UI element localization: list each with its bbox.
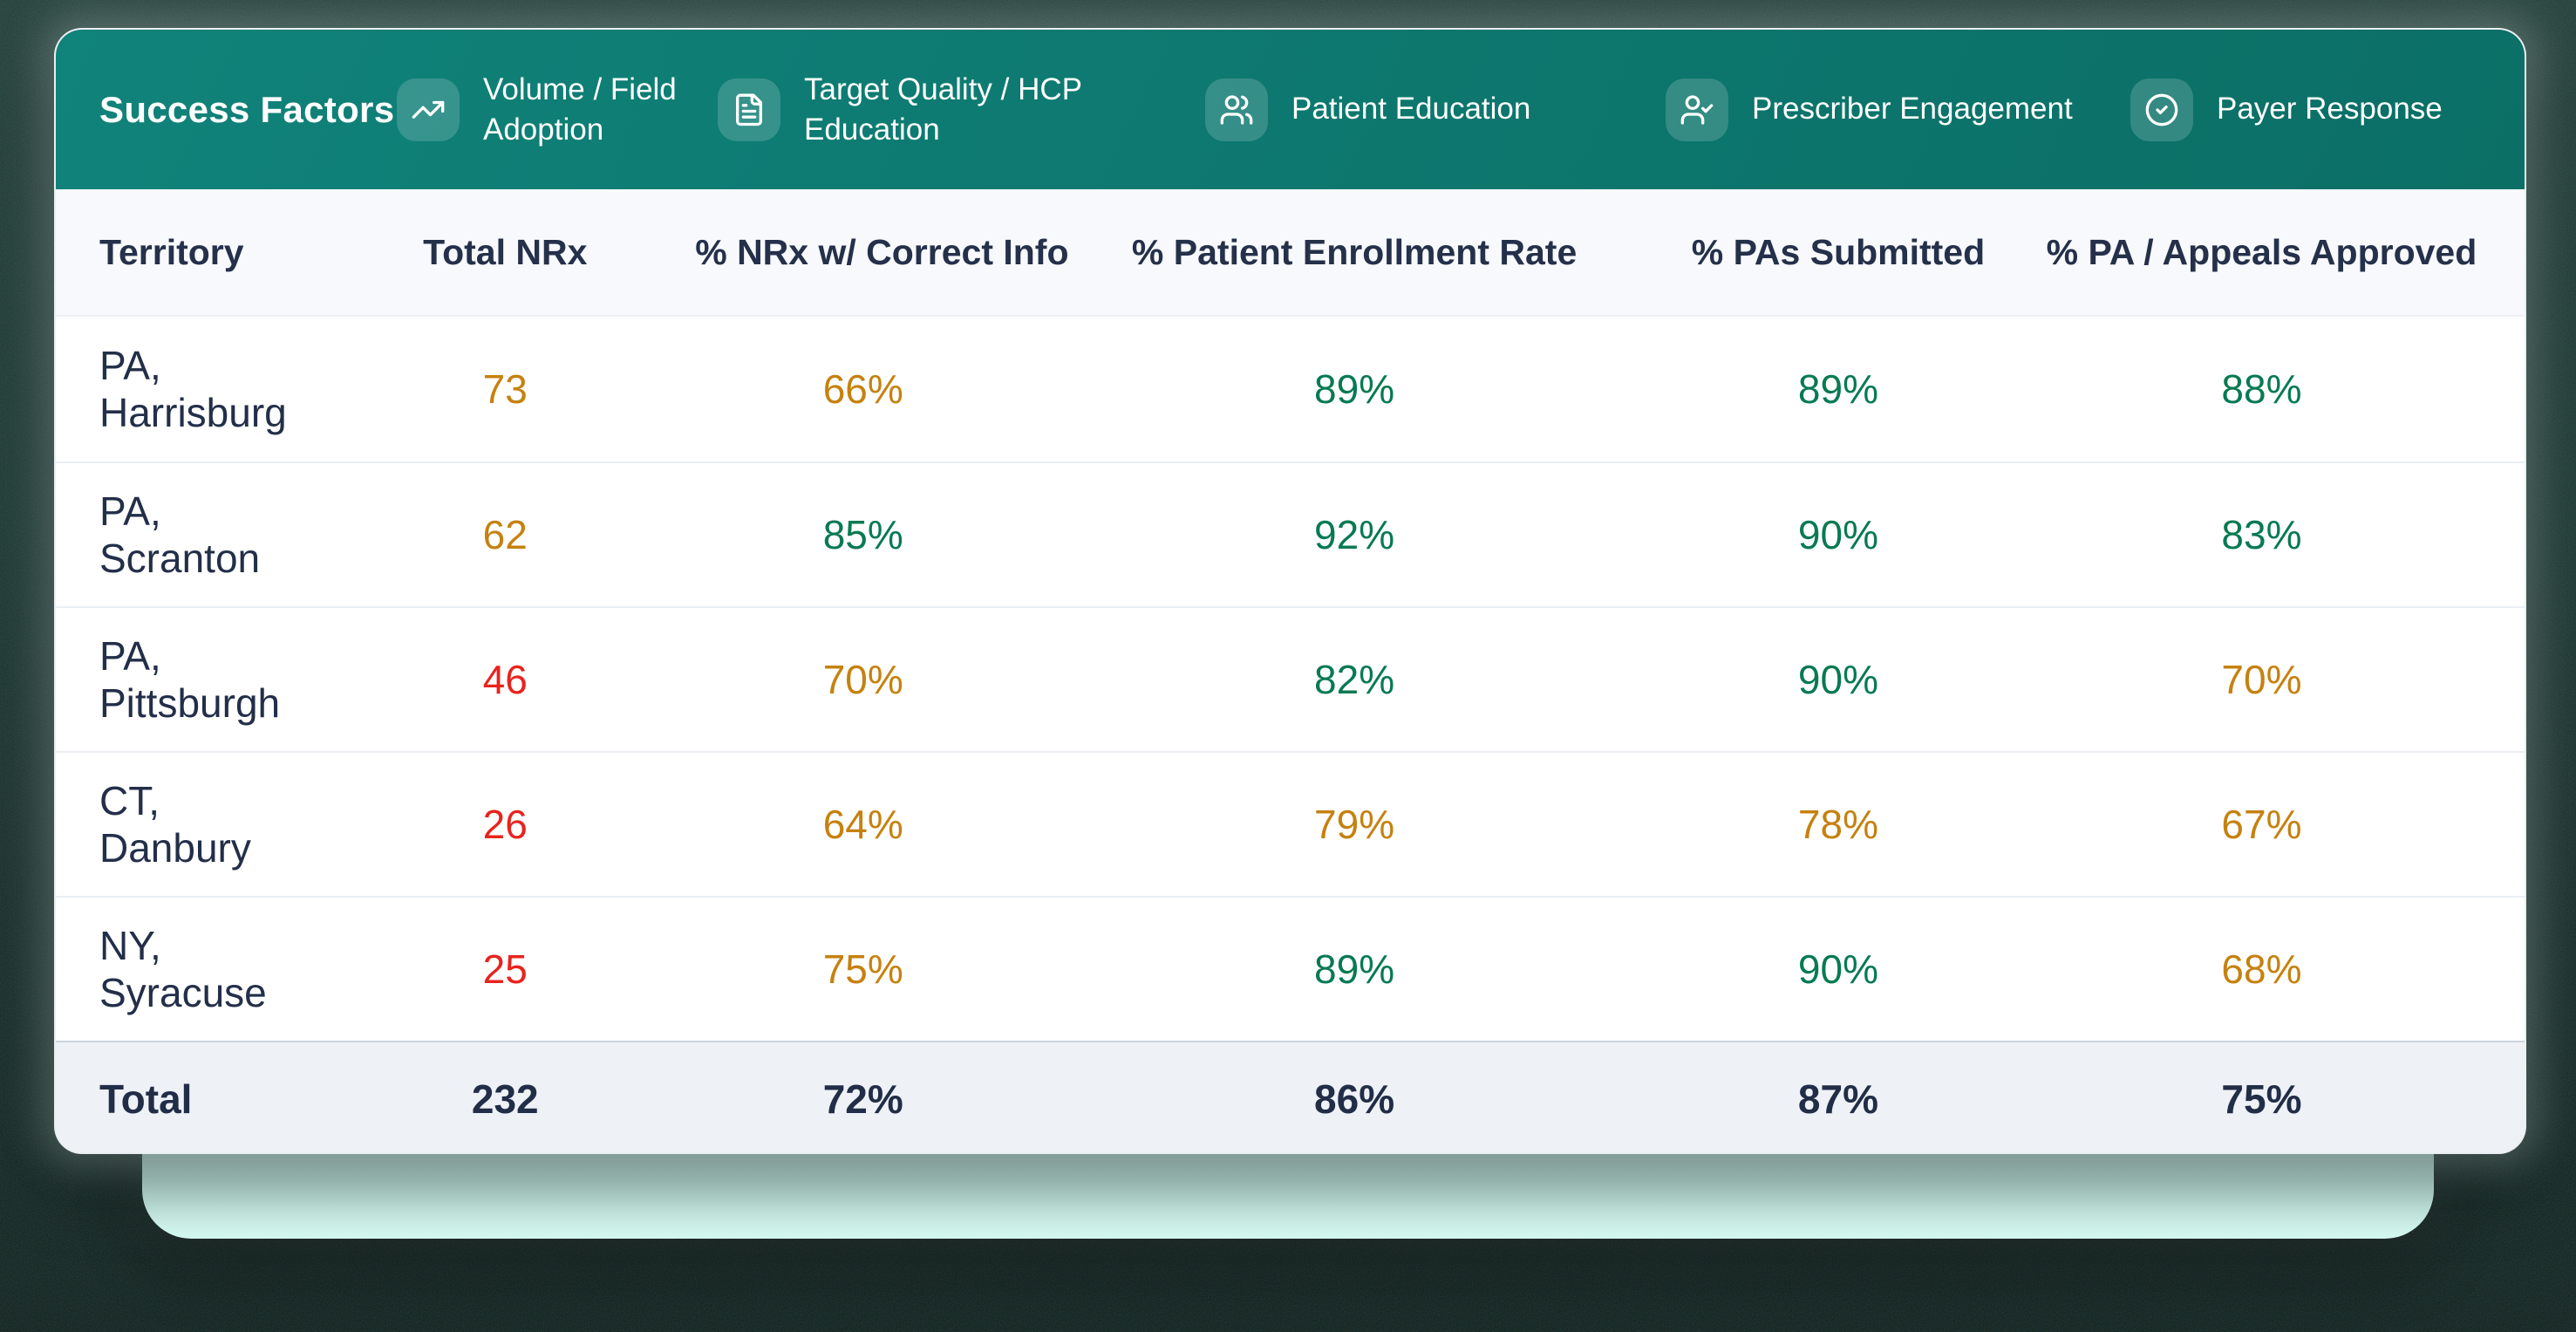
column-header-pa-appeals-approved: % PA / Appeals Approved: [2046, 231, 2477, 272]
metric-cell: 90%: [1797, 657, 1878, 702]
trending-up-icon: [397, 78, 460, 141]
metric-cell: 92%: [1314, 512, 1395, 557]
territory-cell: NY, Syracuse: [99, 923, 267, 1015]
metric-cell: 78%: [1797, 802, 1878, 847]
metric-cell: 90%: [1797, 946, 1878, 992]
factor-label: Patient Education: [1291, 92, 1531, 126]
metric-cell: 67%: [2221, 802, 2302, 847]
metric-cell: 73: [482, 366, 528, 412]
factor-label: Target Quality / HCP Education: [804, 72, 1082, 147]
factor-chip-prescriber-engagement[interactable]: Prescriber Engagement: [1666, 78, 2073, 141]
territory-cell: PA, Harrisburg: [99, 343, 287, 435]
metric-cell: 89%: [1797, 366, 1878, 412]
metric-cell: 68%: [2221, 946, 2302, 992]
factor-chip-volume-field-adoption[interactable]: Volume / Field Adoption: [397, 69, 719, 149]
metric-cell: 88%: [2221, 366, 2302, 412]
metric-cell: 85%: [822, 512, 903, 557]
territory-cell: CT, Danbury: [99, 778, 251, 871]
table-row: PA, Pittsburgh 46 70% 82% 90% 70%: [56, 606, 2525, 751]
table-row: NY, Syracuse 25 75% 89% 90% 68%: [56, 896, 2525, 1041]
metric-cell: 75%: [822, 946, 903, 992]
metric-cell: 26: [482, 802, 528, 847]
factor-chip-target-quality-hcp-education[interactable]: Target Quality / HCP Education: [718, 69, 1135, 149]
total-metric-cell: 232: [471, 1076, 539, 1122]
user-check-icon: [1666, 78, 1728, 141]
total-metric-cell: 75%: [2221, 1076, 2302, 1122]
table-row: PA, Harrisburg 73 66% 89% 89% 88%: [56, 317, 2525, 461]
page-title: Success Factors: [99, 88, 395, 130]
metric-cell: 79%: [1314, 802, 1395, 847]
column-header-pas-submitted: % PAs Submitted: [1691, 231, 1986, 272]
metric-cell: 62: [482, 512, 528, 557]
territory-cell: PA, Pittsburgh: [99, 633, 281, 726]
users-icon: [1205, 78, 1268, 141]
total-label-cell: Total: [99, 1076, 193, 1122]
metric-cell: 83%: [2221, 512, 2302, 557]
factor-chip-payer-response[interactable]: Payer Response: [2130, 78, 2443, 141]
table-row: PA, Scranton 62 85% 92% 90% 83%: [56, 461, 2525, 606]
metric-cell: 70%: [2221, 657, 2302, 702]
metric-cell: 89%: [1314, 946, 1395, 992]
total-metric-cell: 86%: [1314, 1076, 1395, 1122]
total-metric-cell: 87%: [1797, 1076, 1878, 1122]
territory-cell: PA, Scranton: [99, 488, 261, 581]
column-header-territory: Territory: [99, 231, 244, 272]
metric-cell: 82%: [1314, 657, 1395, 702]
factor-label: Volume / Field Adoption: [483, 72, 677, 147]
metric-cell: 25: [482, 946, 528, 992]
column-header-total-nrx: Total NRx: [423, 231, 588, 272]
metric-cell: 89%: [1314, 366, 1395, 412]
table-header-row: Territory Total NRx % NRx w/ Correct Inf…: [56, 189, 2525, 317]
file-text-icon: [718, 78, 780, 141]
total-metric-cell: 72%: [822, 1076, 903, 1122]
card-header: Success Factors Volume / Field Adoption …: [56, 30, 2525, 189]
factor-label: Payer Response: [2217, 92, 2443, 126]
column-header-patient-enrollment-rate: % Patient Enrollment Rate: [1131, 231, 1578, 272]
table-row: CT, Danbury 26 64% 79% 78% 67%: [56, 751, 2525, 896]
metric-cell: 90%: [1797, 512, 1878, 557]
success-factors-card: Success Factors Volume / Field Adoption …: [54, 28, 2526, 1154]
circle-check-icon: [2130, 78, 2193, 141]
table-body: PA, Harrisburg 73 66% 89% 89% 88% PA, Sc…: [56, 317, 2525, 1041]
metric-cell: 70%: [822, 657, 903, 702]
table-total-row: Total 232 72% 86% 87% 75%: [56, 1041, 2525, 1152]
column-header-nrx-correct-info: % NRx w/ Correct Info: [695, 231, 1069, 272]
factor-label: Prescriber Engagement: [1752, 92, 2073, 126]
factor-chip-patient-education[interactable]: Patient Education: [1205, 78, 1531, 141]
metric-cell: 46: [482, 657, 528, 702]
metric-cell: 66%: [822, 366, 903, 412]
metric-cell: 64%: [822, 802, 903, 847]
